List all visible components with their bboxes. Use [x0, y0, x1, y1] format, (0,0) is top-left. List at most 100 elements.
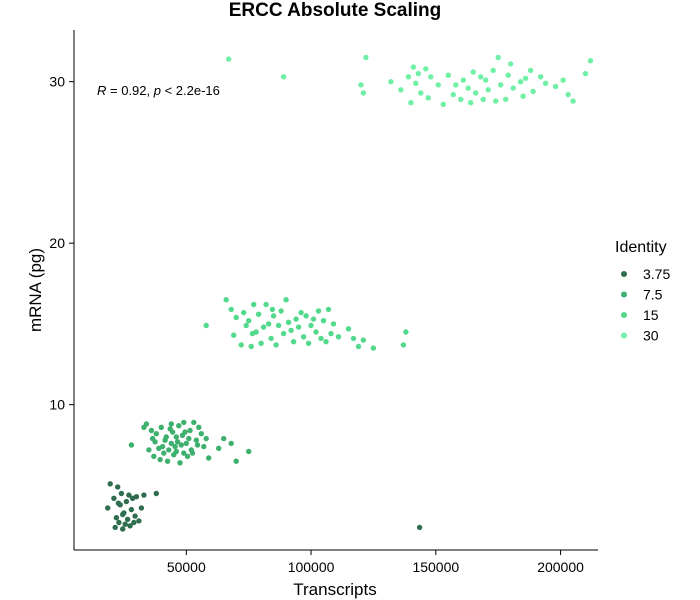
- data-point-7_5-21: [173, 434, 179, 440]
- data-point-30-36: [505, 72, 511, 78]
- data-point-15-38: [320, 318, 327, 324]
- legend-items: 3.75 7.5 15 30: [621, 266, 670, 344]
- data-point-3_75-18: [131, 519, 137, 526]
- data-point-30-31: [490, 67, 496, 74]
- x-axis-title: Transcripts: [293, 580, 376, 599]
- data-point-15-27: [293, 316, 299, 322]
- data-point-7_5-14: [164, 458, 171, 464]
- data-point-30-15: [428, 74, 434, 80]
- data-point-15-37: [318, 335, 324, 342]
- data-point-15-28: [295, 324, 302, 330]
- data-point-15-14: [260, 324, 267, 330]
- data-point-3_75-1: [107, 481, 113, 487]
- data-point-30-25: [470, 69, 476, 75]
- data-point-7_5-29: [183, 440, 189, 447]
- data-point-15-41: [328, 330, 334, 337]
- data-point-7_5-44: [228, 440, 234, 447]
- data-point-30-9: [410, 64, 417, 70]
- data-point-7_5-15: [166, 447, 172, 453]
- data-point-30-17: [440, 101, 446, 108]
- data-point-15-51: [269, 306, 276, 313]
- data-point-15-8: [246, 318, 252, 324]
- data-point-3_75-2: [111, 495, 117, 501]
- y-tick-label-2: 30: [49, 74, 65, 90]
- legend-label-7_5: 7.5: [643, 287, 663, 303]
- data-point-30-49: [582, 70, 589, 77]
- data-point-7_5-3: [146, 447, 152, 453]
- data-point-15-3: [231, 332, 237, 338]
- data-point-30-33: [495, 54, 501, 61]
- data-point-15-26: [290, 339, 297, 345]
- data-point-7_5-13: [163, 434, 169, 440]
- p-value: < 2.2e-16: [161, 83, 220, 98]
- data-point-15-22: [280, 330, 287, 337]
- data-point-3_75-11: [122, 521, 128, 527]
- data-point-30-43: [537, 74, 544, 80]
- y-axis-title: mRNA (pg): [26, 248, 45, 332]
- data-point-15-29: [298, 309, 304, 316]
- data-point-30-16: [435, 82, 441, 88]
- data-point-15-7: [243, 322, 249, 329]
- data-point-3_75-25: [120, 511, 126, 518]
- correlation-annotation: R = 0.92, p < 2.2e-16: [97, 83, 220, 98]
- data-point-3_75-0: [105, 505, 111, 511]
- data-point-7_5-18: [169, 429, 176, 435]
- data-point-30-7: [405, 74, 412, 80]
- y-tick-label-0: 10: [49, 397, 65, 413]
- data-point-7_5-24: [177, 460, 183, 466]
- data-point-30-39: [517, 79, 524, 85]
- data-point-15-52: [249, 330, 256, 337]
- data-point-15-46: [355, 343, 362, 350]
- data-point-7_5-17: [168, 440, 174, 447]
- data-point-3_75-6: [116, 519, 122, 526]
- data-point-7_5-38: [198, 431, 204, 437]
- x-tick-label-1: 100000: [288, 559, 335, 575]
- data-point-30-10: [413, 80, 419, 87]
- data-point-7_5-28: [182, 429, 188, 435]
- data-point-30-29: [483, 77, 489, 83]
- p-label: p: [153, 83, 161, 98]
- data-point-15-1: [223, 297, 229, 303]
- data-point-15-16: [265, 321, 272, 327]
- data-point-15-17: [268, 335, 274, 342]
- data-point-15-33: [308, 322, 314, 329]
- data-point-7_5-7: [153, 431, 159, 437]
- data-point-3_75-20: [133, 494, 140, 500]
- data-point-3_75-8: [118, 490, 125, 497]
- data-point-30-18: [445, 72, 451, 78]
- data-point-30-21: [458, 96, 464, 103]
- data-point-15-45: [350, 335, 357, 342]
- data-point-7_5-32: [187, 427, 193, 434]
- data-point-15-36: [315, 308, 322, 314]
- data-point-3_75-12: [123, 498, 130, 505]
- data-point-15-9: [248, 343, 254, 350]
- data-point-30-20: [453, 82, 459, 88]
- legend: Identity 3.75 7.5 15 30: [615, 239, 670, 344]
- data-point-30-1: [280, 74, 287, 80]
- data-point-3_75-24: [153, 490, 159, 497]
- data-point-7_5-23: [176, 423, 182, 429]
- data-point-7_5-35: [191, 419, 197, 426]
- data-point-3_75-21: [136, 518, 142, 524]
- data-point-15-23: [283, 297, 289, 303]
- x-axis-ticks: 50000 100000 150000 200000: [167, 550, 584, 575]
- chart-title: ERCC Absolute Scaling: [229, 0, 442, 21]
- data-point-3_75-16: [128, 506, 135, 513]
- legend-label-30: 30: [643, 328, 659, 344]
- data-point-7_5-42: [216, 445, 222, 451]
- data-point-7_5-51: [181, 419, 187, 426]
- data-point-15-10: [251, 301, 257, 308]
- data-point-30-8: [408, 100, 414, 106]
- legend-title: Identity: [615, 239, 667, 256]
- data-point-15-43: [335, 334, 342, 340]
- data-point-30-40: [522, 75, 529, 82]
- data-point-15-12: [255, 311, 262, 317]
- data-point-30-34: [498, 82, 504, 88]
- data-point-15-30: [300, 334, 307, 340]
- data-point-3_75-19: [132, 513, 138, 519]
- data-point-7_5-36: [193, 437, 199, 443]
- data-point-15-31: [303, 313, 309, 319]
- data-point-30-45: [552, 83, 559, 90]
- data-point-30-19: [450, 91, 456, 98]
